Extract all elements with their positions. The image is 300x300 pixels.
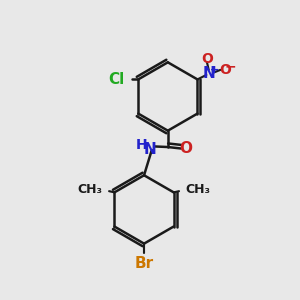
Text: O: O: [219, 63, 231, 77]
Text: H: H: [136, 138, 148, 152]
Text: N: N: [144, 142, 156, 157]
Text: −: −: [224, 59, 236, 73]
Text: CH₃: CH₃: [185, 184, 211, 196]
Text: O: O: [201, 52, 213, 66]
Text: Cl: Cl: [109, 72, 125, 87]
Text: +: +: [210, 65, 219, 76]
Text: N: N: [203, 66, 216, 81]
Text: CH₃: CH₃: [78, 184, 103, 196]
Text: O: O: [179, 141, 192, 156]
Text: Br: Br: [134, 256, 154, 271]
